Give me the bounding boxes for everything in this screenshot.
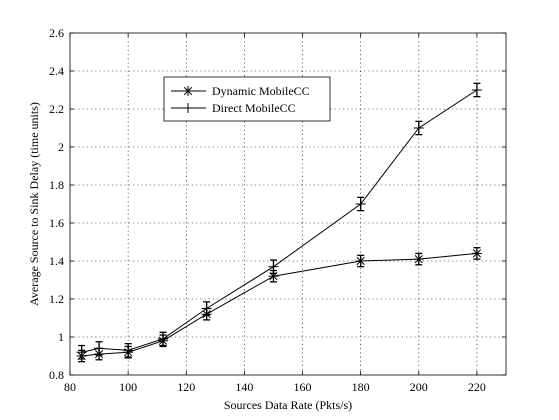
data-point-direct-mobilecc: [158, 333, 169, 344]
x-tick-label: 160: [294, 380, 312, 394]
data-point-direct-mobilecc: [76, 347, 87, 358]
y-axis-label: Average Source to Sink Delay (time units…: [27, 102, 41, 306]
x-tick-label: 100: [119, 380, 137, 394]
y-tick-label: 0.8: [49, 368, 64, 382]
legend-box: [163, 76, 331, 122]
x-tick-label: 120: [177, 380, 195, 394]
data-point-direct-mobilecc: [123, 345, 134, 356]
data-point-direct-mobilecc: [268, 261, 279, 272]
y-tick-label: 1: [58, 330, 64, 344]
series-layer: [76, 82, 482, 363]
y-tick-label: 2.6: [49, 26, 64, 40]
data-point-direct-mobilecc: [201, 303, 212, 314]
data-point-direct-mobilecc: [471, 85, 482, 95]
data-point-dynamic-mobilecc: [355, 256, 366, 266]
y-tick-label: 2.2: [49, 102, 64, 116]
legend-label-direct: Direct MobileCC: [212, 101, 296, 115]
y-tick-label: 1.8: [49, 178, 64, 192]
data-point-direct-mobilecc: [413, 123, 424, 133]
y-tick-label: 2: [58, 140, 64, 154]
x-tick-label: 140: [235, 380, 253, 394]
legend-marker-direct: [183, 103, 193, 113]
legend-marker-dynamic: [183, 86, 193, 96]
tick-layer: 80 100 120 140 160 180 200 220 0.8 1 1.2 1.4 1.6 1.8 2…: [49, 26, 506, 394]
x-tick-label: 180: [352, 380, 370, 394]
y-tick-label: 1.4: [49, 254, 64, 268]
legend-label-dynamic: Dynamic MobileCC: [212, 84, 310, 98]
y-tick-label: 1.2: [49, 292, 64, 306]
x-tick-label: 220: [468, 380, 486, 394]
legend: Dynamic MobileCC Direct MobileCC: [163, 76, 331, 122]
data-point-dynamic-mobilecc: [471, 248, 482, 259]
x-tick-label: 80: [64, 380, 76, 394]
data-point-dynamic-mobilecc: [413, 254, 424, 265]
y-tick-label: 2.4: [49, 64, 64, 78]
y-tick-label: 1.6: [49, 216, 64, 230]
x-tick-label: 200: [410, 380, 428, 394]
data-point-direct-mobilecc: [94, 343, 105, 354]
legend-marker-asterisk: [183, 86, 193, 96]
data-point-direct-mobilecc: [355, 199, 366, 209]
legend-marker-plus: [183, 103, 193, 113]
x-axis-label: Sources Data Rate (Pkts/s): [224, 398, 352, 412]
